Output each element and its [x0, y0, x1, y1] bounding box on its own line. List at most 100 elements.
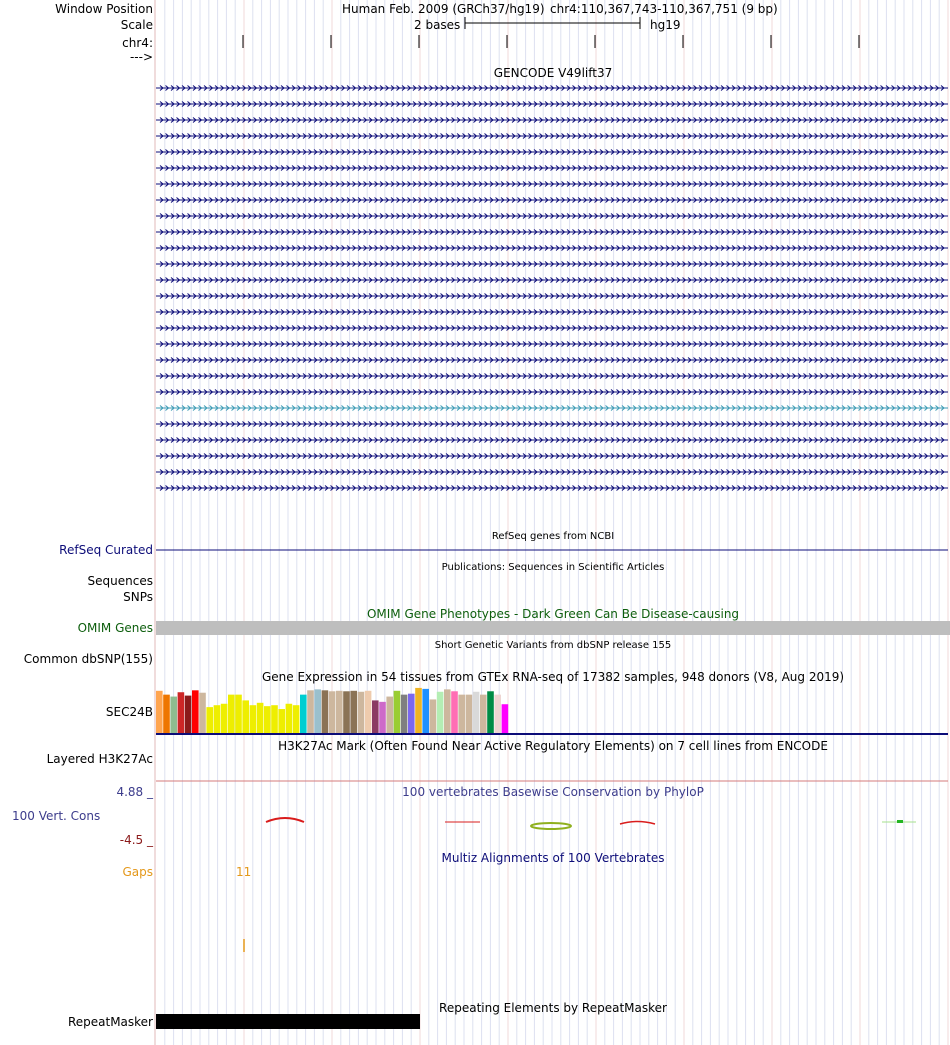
gtex-bar: [242, 700, 249, 734]
assembly-name: Human Feb. 2009 (GRCh37/hg19): [342, 2, 545, 16]
phylop-track-label[interactable]: 100 Vert. Cons: [12, 809, 101, 823]
gtex-bar: [408, 693, 415, 734]
transcript-strand-arrows: [159, 133, 945, 139]
gtex-bar: [278, 709, 285, 734]
omim-bar: [156, 621, 950, 635]
transcript-strand-arrows: [159, 453, 945, 459]
phylop-mark: [897, 820, 903, 823]
gtex-bar: [199, 692, 206, 734]
gtex-bar: [192, 690, 199, 734]
gtex-bar: [249, 705, 257, 734]
repeatmasker-block: [156, 1014, 420, 1029]
transcript-strand-arrows: [159, 213, 945, 219]
transcript-strand-arrows: [159, 197, 945, 203]
gtex-bar: [400, 694, 408, 734]
transcript-strand-arrows: [159, 149, 945, 155]
publications-sequences-label[interactable]: Sequences: [87, 574, 153, 588]
gtex-bar: [444, 689, 451, 734]
gtex-bar: [451, 691, 458, 734]
transcript-strand-arrows: [159, 261, 945, 267]
phylop-loop: [530, 822, 572, 830]
gtex-bar: [343, 691, 350, 734]
gtex-bar: [292, 705, 300, 734]
transcript-strand-arrows: [159, 325, 945, 331]
chrom-label: chr4:: [122, 36, 153, 50]
transcript-strand-arrows: [159, 293, 945, 299]
gtex-bar: [314, 689, 321, 734]
gtex-bar: [220, 703, 228, 734]
gtex-bar: [480, 694, 487, 734]
transcript-strand-arrows: [159, 165, 945, 171]
scale-value: 2 bases: [414, 18, 461, 32]
gtex-bar: [285, 703, 293, 734]
gtex-bar: [501, 704, 509, 734]
dbsnp-track-label[interactable]: Common dbSNP(155): [23, 652, 153, 666]
gtex-bar: [386, 696, 393, 734]
gtex-bar: [300, 694, 307, 734]
transcript-strand-arrows: [159, 389, 945, 395]
gtex-bar: [256, 702, 264, 734]
repeatmasker-track-title: Repeating Elements by RepeatMasker: [439, 1001, 667, 1015]
refseq-track-label[interactable]: RefSeq Curated: [59, 543, 153, 557]
gtex-bar: [321, 690, 329, 734]
gaps-count: 11: [236, 865, 252, 879]
gtex-bar: [177, 692, 185, 734]
strand-label: --->: [129, 50, 153, 64]
scale-label: Scale: [120, 18, 153, 32]
gtex-bar: [494, 694, 501, 734]
multiz-track-title: Multiz Alignments of 100 Vertebrates: [441, 851, 665, 865]
gtex-bar: [156, 690, 163, 734]
omim-track-label[interactable]: OMIM Genes: [77, 621, 153, 635]
gtex-bar: [163, 694, 170, 734]
gtex-bar: [472, 691, 480, 734]
gtex-bar: [213, 705, 221, 734]
gtex-bar: [235, 694, 242, 734]
gtex-bar: [379, 701, 386, 734]
repeatmasker-track-label[interactable]: RepeatMasker: [67, 1015, 153, 1029]
gaps-label[interactable]: Gaps: [122, 865, 153, 879]
gtex-bar: [393, 690, 401, 734]
refseq-track-title: RefSeq genes from NCBI: [491, 531, 615, 542]
gtex-bar: [436, 691, 444, 734]
gtex-bar: [429, 699, 437, 734]
gtex-bar: [458, 694, 465, 734]
transcript-strand-arrows: [159, 357, 945, 363]
transcript-strand-arrows: [159, 277, 945, 283]
phylop-peak: [619, 820, 656, 825]
gtex-bar: [357, 691, 365, 734]
omim-track-title: OMIM Gene Phenotypes - Dark Green Can Be…: [366, 607, 740, 621]
transcript-strand-arrows: [159, 405, 945, 411]
transcript-strand-arrows: [159, 485, 945, 491]
gtex-bar: [487, 691, 494, 734]
position-readout: chr4:110,367,743-110,367,751 (9 bp): [550, 2, 778, 16]
phylop-min-value: -4.5 _: [119, 833, 153, 847]
transcript-strand-arrows: [159, 117, 945, 123]
phylop-track-title: 100 vertebrates Basewise Conservation by…: [402, 785, 704, 799]
gtex-bar: [372, 700, 379, 734]
gtex-bar: [184, 695, 192, 734]
gtex-track-title: Gene Expression in 54 tissues from GTEx …: [261, 670, 845, 684]
gtex-bar: [465, 694, 473, 734]
gtex-bar: [264, 706, 271, 734]
gencode-track-title: GENCODE V49lift37: [493, 66, 613, 80]
gtex-track-label[interactable]: SEC24B: [105, 705, 153, 719]
gtex-bar: [206, 707, 213, 734]
transcript-strand-arrows: [159, 469, 945, 475]
gtex-bar: [170, 696, 177, 734]
publications-track-title: Publications: Sequences in Scientific Ar…: [441, 562, 665, 573]
publications-snps-label[interactable]: SNPs: [123, 590, 153, 604]
window-position-label: Window Position: [55, 2, 153, 16]
h3k27ac-track-label[interactable]: Layered H3K27Ac: [46, 752, 153, 766]
gtex-bar: [307, 690, 314, 734]
transcript-strand-arrows: [159, 309, 945, 315]
gtex-bar: [364, 690, 372, 734]
gtex-bar: [271, 705, 278, 734]
transcript-strand-arrows: [159, 101, 945, 107]
transcript-strand-arrows: [159, 341, 945, 347]
gtex-bar: [228, 694, 235, 734]
gtex-bar: [422, 688, 429, 734]
phylop-max-value: 4.88 _: [116, 785, 153, 799]
transcript-strand-arrows: [159, 373, 945, 379]
